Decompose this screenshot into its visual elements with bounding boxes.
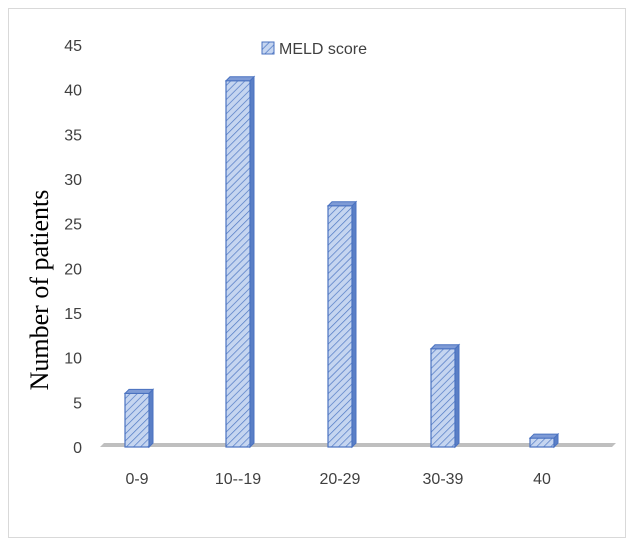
y-tick-label: 35 <box>64 127 82 144</box>
x-tick-label: 40 <box>533 471 551 488</box>
bar-top <box>224 76 256 82</box>
bar-20-29 <box>326 200 358 449</box>
x-tick-label: 30-39 <box>423 471 464 488</box>
y-tick-label: 45 <box>64 38 82 55</box>
bar-30-39 <box>429 343 461 449</box>
y-tick-label: 30 <box>64 172 82 189</box>
bar-front <box>124 392 150 448</box>
x-axis-ticks: 0-9 10--19 20-29 30-39 40 <box>125 471 551 488</box>
bar-front <box>327 205 353 448</box>
y-tick-label: 10 <box>64 351 82 368</box>
x-tick-label: 0-9 <box>125 471 148 488</box>
bar-side <box>148 388 154 449</box>
bar-top <box>429 344 461 350</box>
bar-front <box>529 437 555 448</box>
bar-front <box>430 348 456 448</box>
bar-40 <box>528 432 560 449</box>
bar-side <box>351 200 357 449</box>
y-axis-ticks: 0 5 10 15 20 25 30 35 40 45 <box>64 38 82 457</box>
bar-0-9 <box>123 388 155 449</box>
bar-top <box>528 433 560 439</box>
y-tick-label: 0 <box>73 440 82 457</box>
bars <box>123 75 560 449</box>
y-tick-label: 40 <box>64 83 82 100</box>
bar-side <box>249 75 255 449</box>
bar-top <box>123 388 155 394</box>
x-tick-label: 10--19 <box>215 471 261 488</box>
legend: MELD score <box>261 41 367 58</box>
legend-swatch <box>261 41 275 55</box>
x-tick-label: 20-29 <box>320 471 361 488</box>
bar-10--19 <box>224 75 256 449</box>
y-tick-label: 15 <box>64 306 82 323</box>
legend-label: MELD score <box>279 41 367 58</box>
y-axis-title: Number of patients <box>25 190 54 391</box>
y-tick-label: 20 <box>64 261 82 278</box>
bar-front <box>225 80 251 448</box>
bar-top <box>326 201 358 207</box>
y-tick-label: 25 <box>64 217 82 234</box>
bar-side <box>454 343 460 449</box>
y-tick-label: 5 <box>73 395 82 412</box>
chart-frame <box>8 8 626 538</box>
